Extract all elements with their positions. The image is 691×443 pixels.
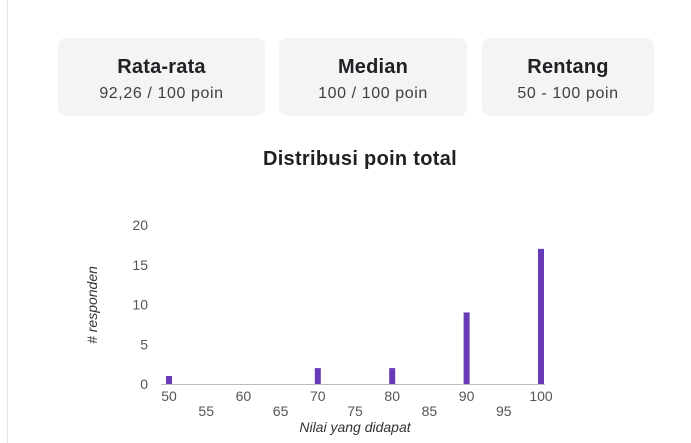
x-axis-title: Nilai yang didapat	[299, 419, 411, 435]
y-tick-label: 5	[140, 336, 148, 352]
x-tick-label: 75	[347, 403, 363, 419]
bar	[463, 312, 470, 384]
x-tick-label: 70	[310, 388, 326, 404]
mean-card: Rata-rata 92,26 / 100 poin	[58, 38, 265, 116]
page-divider	[7, 0, 8, 443]
range-card: Rentang 50 - 100 poin	[482, 38, 654, 116]
chart-title: Distribusi poin total	[262, 148, 458, 170]
x-tick-label: 80	[384, 388, 400, 404]
y-tick-label: 0	[140, 376, 148, 392]
x-tick-label: 50	[161, 388, 177, 404]
range-title: Rentang	[527, 56, 609, 78]
x-tick-label: 95	[496, 403, 512, 419]
y-tick-label: 10	[132, 297, 148, 313]
x-tick-label: 65	[273, 403, 289, 419]
x-tick-label: 90	[459, 388, 475, 404]
bar	[389, 368, 396, 384]
x-tick-label: 85	[422, 403, 438, 419]
median-title: Median	[337, 56, 409, 78]
bar	[538, 248, 544, 384]
mean-title: Rata-rata	[117, 56, 206, 78]
y-tick-label: 15	[132, 257, 148, 273]
x-tick-label: 100	[529, 388, 553, 404]
bar	[166, 376, 172, 384]
bar	[314, 368, 321, 384]
y-tick-label: 20	[132, 217, 148, 233]
range-value: 50 - 100 poin	[517, 85, 619, 102]
median-card: Median 100 / 100 poin	[279, 38, 467, 116]
x-tick-label: 60	[236, 388, 252, 404]
x-tick-label: 55	[198, 403, 214, 419]
median-value: 100 / 100 poin	[318, 85, 428, 102]
y-axis-title: # responden	[84, 266, 100, 344]
mean-value: 92,26 / 100 poin	[99, 85, 224, 102]
